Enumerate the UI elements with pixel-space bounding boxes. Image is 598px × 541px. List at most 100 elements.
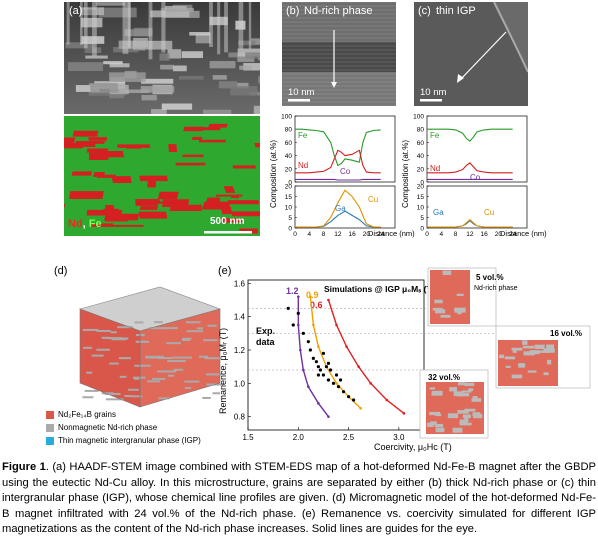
c-top-ytick: 80 — [417, 127, 425, 134]
c-bottom-xtick: 8 — [454, 231, 458, 238]
exp-data-point — [336, 385, 341, 389]
inset-5vol: 5 vol.% Nd-rich phase — [427, 267, 518, 327]
b-bottom-cu-line — [295, 189, 381, 228]
b-ylabel: Composition (at.%) — [269, 140, 278, 208]
c-top-ytick: 100 — [413, 114, 424, 121]
ms-1-2-point — [296, 323, 300, 327]
exp-data-point — [311, 356, 315, 360]
c-bottom-xtick: 20 — [495, 231, 503, 238]
ms-0-6-point — [327, 298, 330, 302]
exp-data-point — [338, 378, 343, 382]
exp-data-point — [326, 378, 331, 382]
exp-data-point — [346, 395, 351, 399]
e-xtick: 1.5 — [242, 433, 254, 442]
b-top-ytick: 80 — [285, 127, 293, 134]
c-top-fe-line — [427, 128, 513, 142]
b-top-ytick: 0 — [288, 180, 292, 187]
ms-0-6-line — [327, 299, 405, 414]
b-bottom-xtick: 4 — [307, 231, 311, 238]
exp-data-point — [318, 368, 323, 372]
c-bottom-ytick: 5 — [420, 215, 424, 222]
panel-d-label: (d) — [54, 265, 68, 277]
svg-text:16 vol.%: 16 vol.% — [550, 329, 582, 338]
c-bottom-ytick: 15 — [417, 194, 425, 201]
b-top-ytick: 100 — [281, 114, 292, 121]
ms-label-0-6: 0.6 — [310, 300, 323, 310]
c-bottom-xtick: 12 — [466, 231, 474, 238]
micromagnetic-cube — [79, 286, 223, 408]
b-bottom-xtick: 8 — [322, 231, 326, 238]
panel-d: (d) Nd₂Fe₁₄B grains Nonmagnetic Nd-rich … — [46, 265, 246, 455]
ms-1-2-point — [302, 368, 305, 372]
ms-label-0-9: 0.9 — [306, 290, 319, 300]
c-bottom-cu-line — [427, 218, 513, 228]
b-top-ytick: 60 — [285, 140, 293, 147]
b-fe-label: Fe — [298, 131, 308, 140]
c-bottom-ytick: 10 — [417, 205, 425, 212]
exp-data-point — [328, 368, 333, 372]
c-ylabel: Composition (at.%) — [401, 140, 410, 208]
panel-b-title: Nd-rich phase — [304, 5, 373, 17]
b-bottom-xtick: 24 — [377, 231, 385, 238]
ms-0-6-point — [385, 398, 389, 402]
stem-image-c — [414, 2, 528, 106]
c-nd-label: Nd — [430, 164, 440, 173]
b-co-label: Co — [340, 167, 351, 176]
panel-c-image: (c) thin IGP 10 nm — [414, 2, 528, 106]
exp-data-point — [316, 365, 320, 369]
ms-1-2-point — [298, 348, 302, 352]
scale-bar-500nm: 500 nm — [210, 216, 245, 227]
b-bottom-xtick: 20 — [363, 231, 371, 238]
panel-a-label: (a) — [69, 5, 83, 17]
exp-data-point — [334, 373, 339, 377]
c-top-nd-line — [427, 162, 513, 174]
e-xtick: 2.0 — [293, 433, 305, 442]
exp-data-point — [301, 331, 305, 335]
exp-data-point — [314, 360, 318, 364]
c-bottom-frame — [426, 185, 528, 229]
b-top-fe-line — [295, 128, 381, 167]
panel-b-label: (b) — [286, 5, 300, 17]
e-ytick: 1.0 — [234, 379, 246, 388]
c-bottom-xtick: 4 — [439, 231, 443, 238]
svg-text:5 vol.%: 5 vol.% — [476, 273, 504, 282]
ms-0-9-point — [309, 295, 312, 298]
legend-grains: Nd₂Fe₁₄B grains — [46, 409, 201, 420]
e-ytick: 1.2 — [234, 346, 246, 355]
ms-0-9-point — [335, 382, 338, 385]
stem-eds-map — [64, 116, 260, 236]
b-bottom-ytick: 20 — [285, 184, 293, 191]
c-cu-label: Cu — [484, 208, 494, 217]
e-title: Simulations @ IGP μ₀Mₛ (T) — [324, 284, 435, 294]
ms-label-1-2: 1.2 — [286, 286, 299, 296]
b-top-frame — [294, 115, 396, 183]
caption-fig-label: Figure 1 — [2, 461, 46, 473]
ms-0-6-point — [345, 345, 348, 348]
e-plot-frame — [247, 279, 425, 431]
c-fe-label: Fe — [430, 131, 440, 140]
e-ytick: 1.4 — [234, 313, 246, 322]
c-ga-label: Ga — [433, 208, 444, 217]
legend-nd-rich: Nonmagnetic Nd-rich phase — [46, 422, 201, 433]
exp-data-label: Exp. data — [256, 326, 276, 347]
panel-c-label: (c) — [418, 5, 431, 17]
c-xlabel: Distance (nm) — [500, 229, 547, 238]
ms-0-6-point — [357, 365, 360, 368]
exp-data-point — [321, 373, 326, 377]
svg-text:32 vol.%: 32 vol.% — [428, 373, 460, 382]
map-legend: Nd, Fe — [68, 218, 102, 230]
ms-1-2-point — [327, 415, 330, 418]
c-bottom-ga-line — [427, 219, 513, 228]
ms-1-2-point — [317, 402, 320, 405]
panel-e-label: (e) — [218, 265, 231, 277]
b-bottom-ytick: 0 — [288, 226, 292, 233]
figure-caption: Figure 1. (a) HAADF-STEM image combined … — [2, 460, 596, 538]
e-ytick: 0.8 — [234, 413, 246, 422]
inset-32vol: 32 vol.% — [419, 369, 489, 439]
exp-data-point — [321, 351, 326, 355]
c-bottom-xtick: 0 — [425, 231, 429, 238]
panel-c-title: thin IGP — [436, 5, 476, 17]
b-xlabel: Distance (nm) — [368, 229, 415, 238]
exp-data-point — [291, 323, 295, 327]
ms-1-2-line — [297, 296, 330, 418]
